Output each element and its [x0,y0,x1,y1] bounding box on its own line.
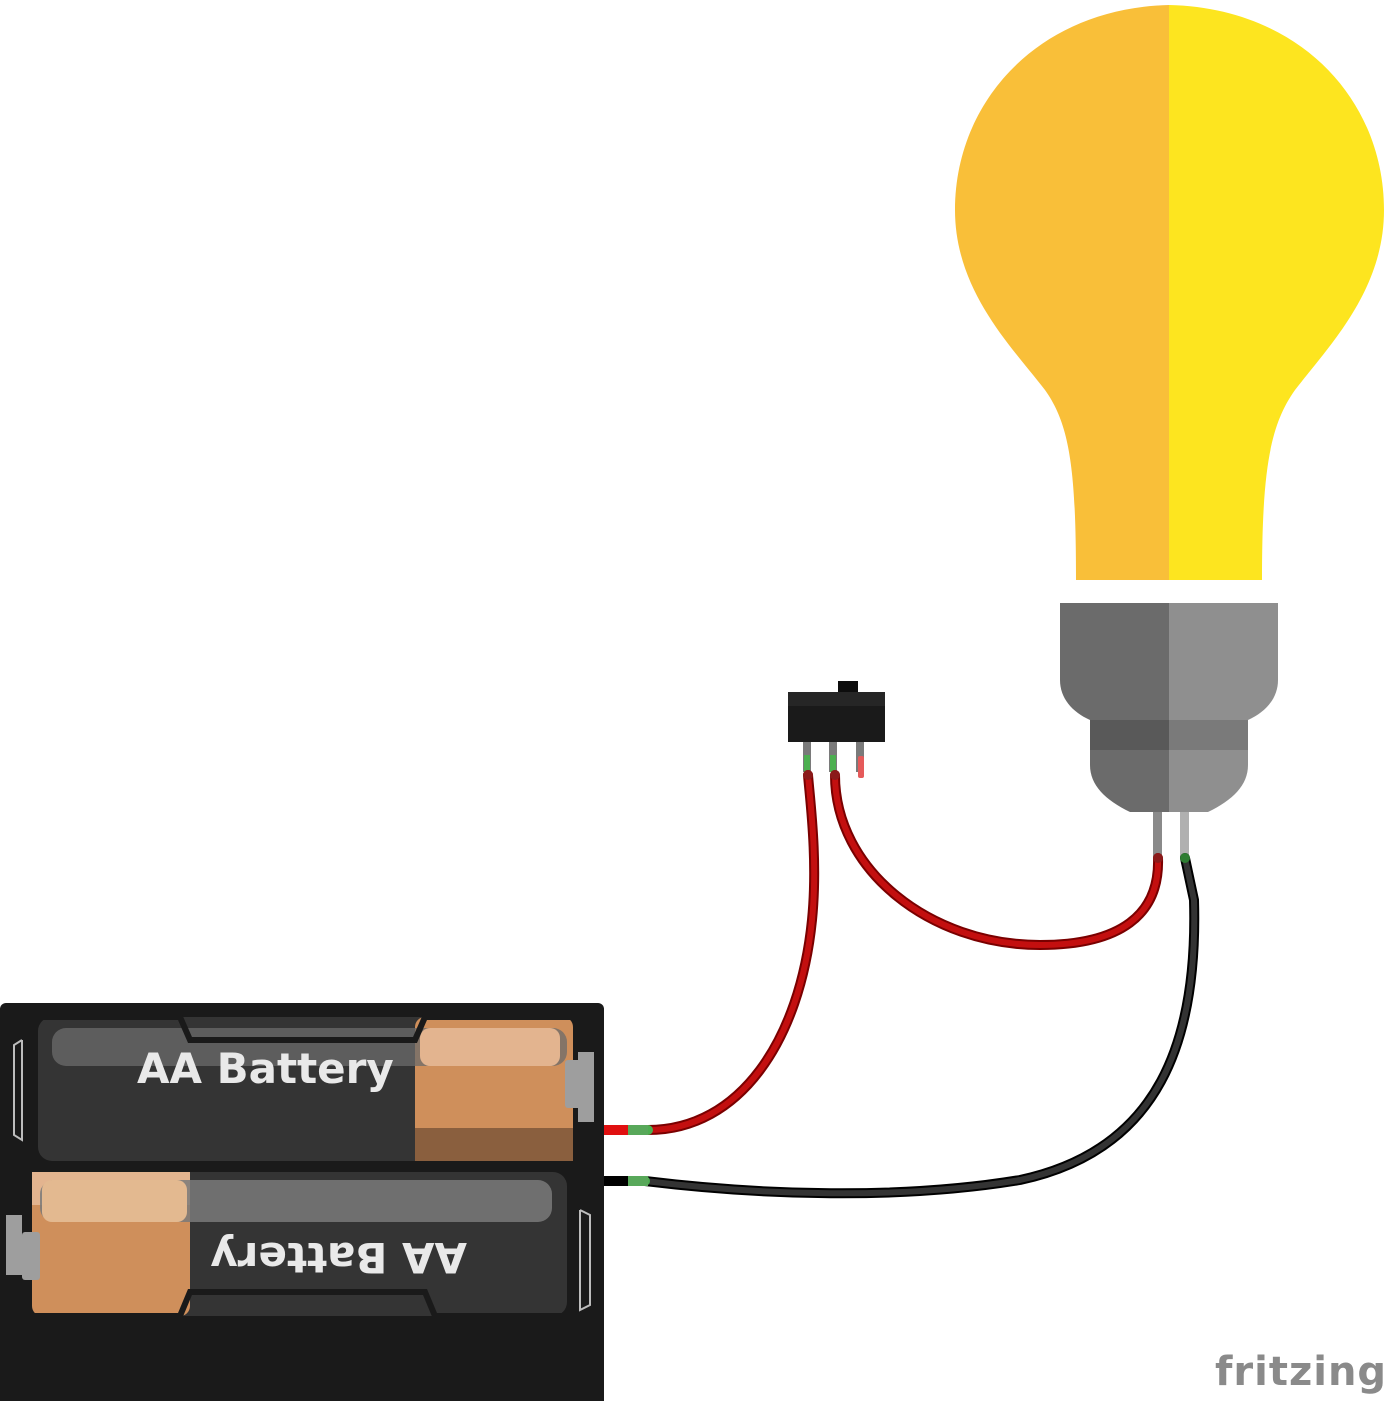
switch-pin-3-marker [858,756,864,778]
wire-switch-to-bulb[interactable] [830,770,1164,951]
switch-body-top [788,692,885,706]
battery-lead-negative-tip [628,1176,648,1186]
slide-switch[interactable] [788,681,885,778]
bulb-leg-left[interactable] [1153,812,1162,858]
bulb-glass-left [955,5,1169,580]
battery-label-bottom: AA Battery [210,1233,467,1282]
flat-contact-left-bottom [6,1215,22,1275]
bulb-leg-right[interactable] [1180,812,1189,858]
bulb-base-band-left [1090,720,1169,750]
bulb-base-band-right [1169,720,1248,750]
battery-label-top: AA Battery [137,1044,394,1093]
battery-lead-negative[interactable] [600,1176,630,1186]
fritzing-logo: fritzing [1215,1349,1387,1395]
wires [640,770,1200,1199]
wire-end-dot [803,770,813,780]
battery-cell-top: AA Battery [38,1014,583,1161]
bulb-base-upper-left [1060,603,1169,720]
light-bulb[interactable] [955,5,1384,858]
battery-pack[interactable]: AA Battery AA Battery [0,1003,648,1401]
switch-pin-1-marker [804,755,810,772]
wire-battery-positive-to-switch[interactable] [643,770,820,1135]
wire-end-dot [830,770,840,780]
wire-end-dot [1180,853,1190,863]
bulb-base-bottom-left [1090,750,1169,812]
spring-contact-right-bottom [579,1209,591,1312]
battery-lead-positive[interactable] [600,1125,630,1135]
bulb-base-upper-right [1169,603,1278,720]
wire-end-dot [1153,853,1163,863]
battery-cell-bottom: AA Battery [22,1172,567,1319]
spring-contact-left-top [13,1039,23,1142]
bulb-glass-right [1169,5,1384,580]
battery-lead-positive-tip [628,1125,648,1135]
bulb-base-bottom-right [1169,750,1248,812]
switch-pin-2-marker [830,755,836,772]
